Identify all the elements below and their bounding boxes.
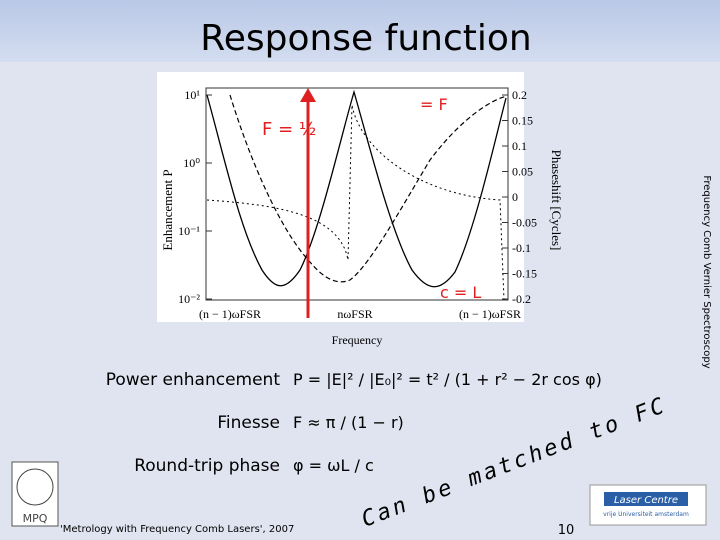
y2-tick-label: 0.05 [512,165,533,179]
y2-tick-label: 0 [512,190,518,204]
y2-tick-label: -0.05 [512,216,537,230]
enhancement-curve-dashed [229,94,508,283]
title-bar [0,0,720,62]
side-text: Frequency Comb Vernier Spectroscopy [701,175,712,368]
y-tick-label: 10⁰ [183,156,200,170]
y-tick-label: 10¹ [184,88,200,102]
x-tick-label: (n − 1)ωFSR [199,307,261,321]
mpq-emblem [16,468,54,506]
mpq-logo [11,461,59,527]
lc-subtext: vrije Universiteit amsterdam [603,511,689,518]
mpq-text: MPQ [23,512,48,525]
x-axis-label: Frequency [332,333,383,347]
figure-panel [157,72,524,322]
formula-expression: F ≈ π / (1 − r) [293,413,404,432]
y-tick-label: 10⁻¹ [178,224,200,238]
formula-expression: P = |E|² / |E₀|² = t² / (1 + r² − 2r cos… [293,370,602,389]
title: Response function [200,18,531,59]
y2-tick-label: 0.15 [512,114,533,128]
y2-tick-label: -0.1 [512,241,531,255]
formula-expression: φ = ωL / c [293,456,374,475]
x-tick-label: (n − 1)ωFSR [459,307,521,321]
y2-tick-label: -0.2 [512,292,531,306]
y-tick-label: 10⁻² [178,292,200,306]
y2-tick-label: 0.1 [512,139,527,153]
annotation: F = ½ [262,119,316,140]
x-tick-label: nωFSR [337,307,372,321]
lc-text: Laser Centre [614,495,678,506]
footer: 'Metrology with Frequency Comb Lasers', … [60,524,294,535]
annotation: = F [420,95,448,114]
y-axis-label: Enhancement P [160,169,175,250]
annotation: c = L [440,283,481,302]
arrow-head [300,88,316,102]
enhancement-curve [206,89,507,288]
y2-tick-label: 0.2 [512,88,527,102]
formula-label: Finesse [217,413,280,433]
page-number: 10 [558,523,575,538]
lc-band [604,492,688,506]
y2-axis-label: Phaseshift [Cycles] [549,150,564,251]
formula-label: Round-trip phase [134,456,280,476]
y2-tick-label: -0.15 [512,267,537,281]
formula-label: Power enhancement [106,370,281,390]
plot-frame [205,87,509,301]
